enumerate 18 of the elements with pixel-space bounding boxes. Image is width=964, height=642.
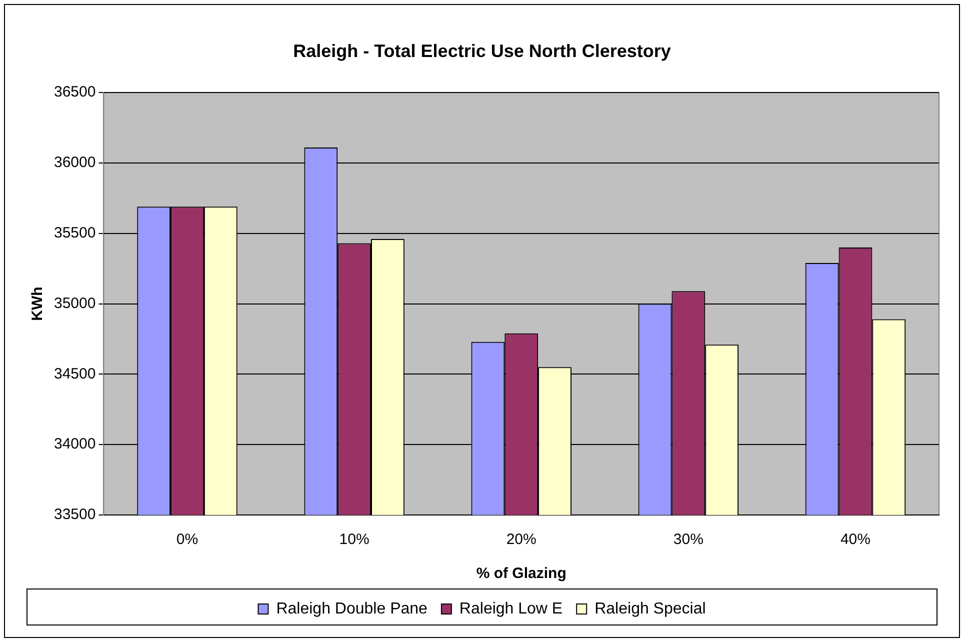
chart-title: Raleigh - Total Electric Use North Clerestory bbox=[293, 40, 671, 61]
x-tick-label: 10% bbox=[339, 531, 370, 548]
y-tick-label: 35500 bbox=[54, 224, 96, 242]
legend-label: Raleigh Special bbox=[594, 600, 706, 618]
y-tick-label: 36500 bbox=[54, 84, 96, 101]
y-tick-label: 33500 bbox=[54, 506, 96, 524]
legend-label: Raleigh Low E bbox=[459, 600, 563, 618]
x-tick-label: 40% bbox=[840, 531, 870, 548]
y-tick-label: 34500 bbox=[54, 365, 96, 382]
y-tick-label: 35000 bbox=[54, 294, 96, 312]
x-tick-label: 20% bbox=[506, 531, 536, 548]
x-tick-label: 30% bbox=[673, 531, 704, 548]
x-axis-title: % of Glazing bbox=[476, 565, 566, 582]
y-tick-label: 34000 bbox=[54, 436, 96, 453]
y-tick-label: 36000 bbox=[54, 154, 96, 172]
x-tick-label: 0% bbox=[176, 531, 198, 548]
y-axis-title: KWh bbox=[29, 286, 46, 321]
legend-label: Raleigh Double Pane bbox=[276, 600, 428, 618]
